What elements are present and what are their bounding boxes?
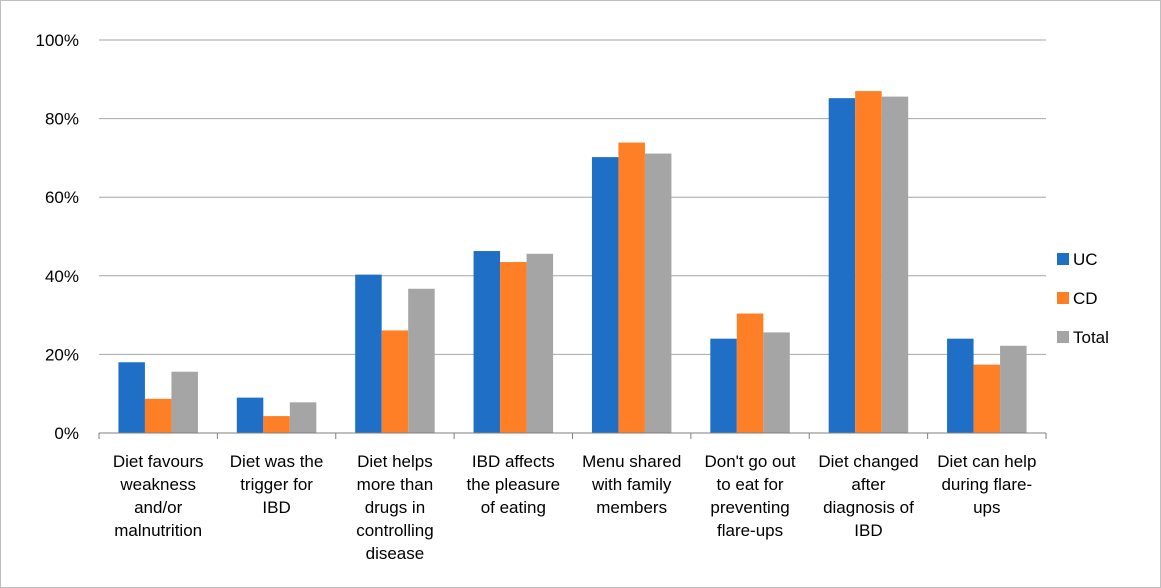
bar-total xyxy=(289,402,317,433)
bar-uc xyxy=(118,362,145,433)
x-category-label: Diet helps more than drugs in controlling di… xyxy=(356,452,434,563)
x-category-label: IBD affects the pleasure of eating xyxy=(467,452,561,517)
bar-total xyxy=(881,96,909,433)
x-category-label: Diet favours weakness and/or malnutrition xyxy=(113,452,204,540)
bar-cd xyxy=(736,313,764,433)
x-category-label: Diet changed after diagnosis of IBD xyxy=(818,452,918,540)
bar-uc xyxy=(236,397,264,433)
x-category-label: Diet can help during flare-ups xyxy=(937,452,1036,517)
y-tick-label: 100% xyxy=(36,31,79,50)
legend-swatch xyxy=(1057,253,1069,265)
legend-swatch xyxy=(1057,331,1069,343)
bar-uc xyxy=(828,98,856,433)
bar-total xyxy=(763,332,790,433)
x-category-label: Menu shared with family members xyxy=(582,452,681,517)
y-tick-label: 40% xyxy=(45,267,79,286)
bar-total xyxy=(1000,345,1027,433)
bar-cd xyxy=(381,330,409,433)
y-tick-label: 80% xyxy=(45,110,79,129)
y-tick-label: 20% xyxy=(45,345,79,364)
bar-uc xyxy=(710,338,737,433)
bar-uc xyxy=(355,274,382,433)
x-category-label: Diet was the trigger for IBD xyxy=(230,452,324,517)
bar-cd xyxy=(973,364,1001,433)
bar-cd xyxy=(618,142,645,433)
legend-label: UC xyxy=(1073,250,1098,269)
bar-total xyxy=(171,371,198,433)
bar-cd xyxy=(500,262,527,433)
bar-total xyxy=(408,288,435,433)
bar-total xyxy=(526,253,554,433)
bar-cd xyxy=(144,398,172,433)
y-tick-label: 0% xyxy=(54,424,79,443)
y-tick-label: 60% xyxy=(45,188,79,207)
legend-label: CD xyxy=(1073,289,1098,308)
bar-cd xyxy=(263,416,290,433)
legend-swatch xyxy=(1057,292,1069,304)
bar-total xyxy=(644,153,672,433)
bar-uc xyxy=(947,338,974,433)
x-category-label: Don't go out to eat for preventing flare-up… xyxy=(704,452,795,540)
legend-label: Total xyxy=(1073,328,1109,347)
bar-uc xyxy=(473,251,501,433)
bar-uc xyxy=(591,157,619,433)
bar-cd xyxy=(855,91,882,433)
